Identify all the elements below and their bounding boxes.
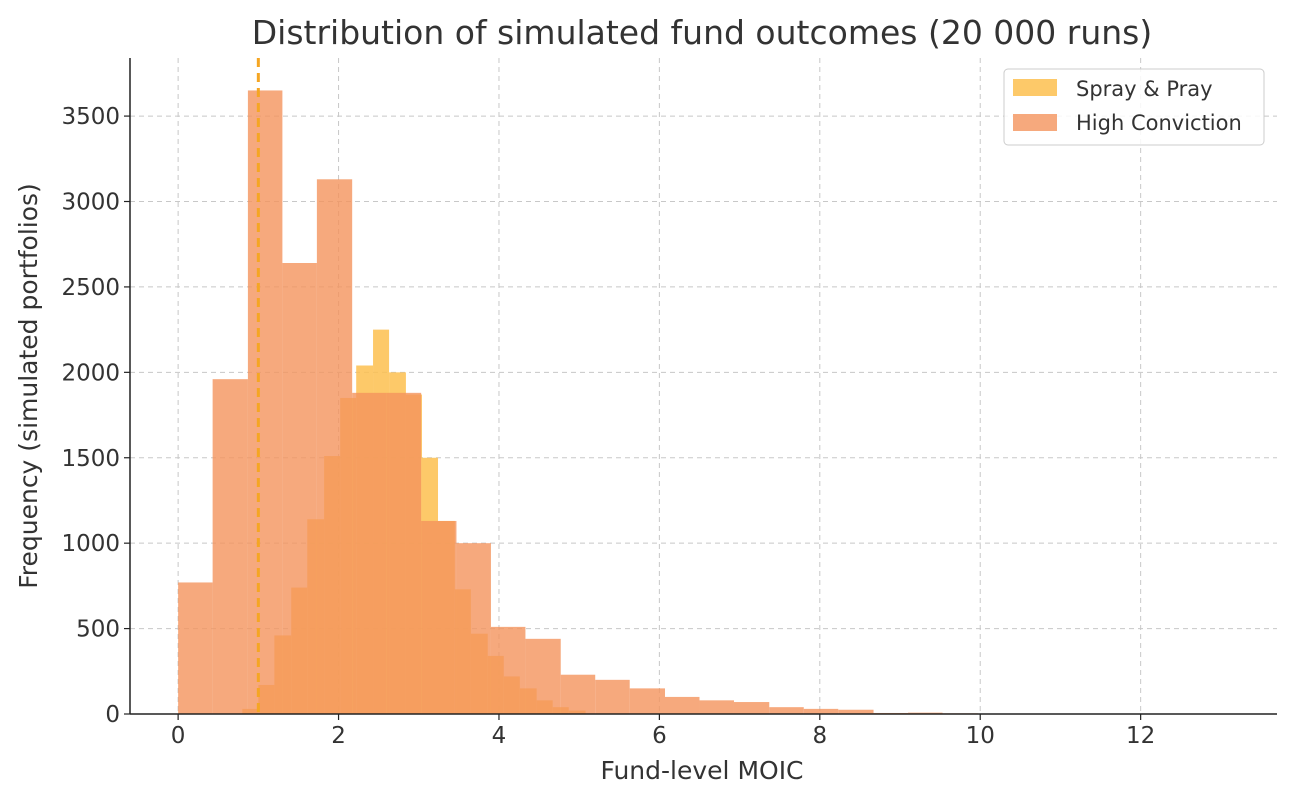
x-tick-label: 12 (1126, 723, 1155, 749)
histogram-bar (282, 263, 317, 714)
histogram-bar (664, 696, 700, 714)
y-tick-label: 1500 (61, 446, 120, 472)
histogram-bar (595, 679, 630, 714)
legend-swatch-spray-and-pray (1013, 79, 1057, 96)
legend-box (1003, 68, 1265, 146)
y-tick-label: 3500 (61, 104, 120, 130)
x-tick-label: 2 (331, 723, 346, 749)
y-tick-label: 2000 (61, 360, 120, 386)
histogram-bars (178, 90, 978, 715)
legend-swatch-high-conviction (1013, 114, 1057, 131)
histogram-bar (247, 90, 283, 715)
histogram-bar (838, 709, 874, 714)
histogram-bar (456, 543, 491, 714)
histogram-bar (316, 179, 353, 714)
y-tick-label: 0 (105, 702, 120, 728)
histogram-bar (490, 626, 526, 714)
histogram-bar (525, 638, 561, 714)
histogram-bar (421, 520, 457, 714)
x-axis-label: Fund-level MOIC (600, 756, 803, 785)
tick-labels: 0 2 4 6 8 10 12 0 500 1000 1500 2000 2500 3000 3500 (61, 104, 1155, 749)
histogram-bar (769, 707, 804, 714)
histogram-bar (352, 392, 387, 714)
histogram-bar (629, 688, 665, 714)
y-tick-label: 1000 (61, 531, 120, 557)
histogram-bar (560, 674, 596, 714)
histogram-bar (699, 700, 734, 714)
y-tick-label: 3000 (61, 190, 120, 216)
chart-title: Distribution of simulated fund outcomes … (252, 13, 1153, 52)
histogram-bar (212, 379, 248, 714)
x-tick-label: 10 (966, 723, 995, 749)
histogram-bar (386, 392, 422, 714)
x-tick-label: 6 (652, 723, 667, 749)
histogram-bar (733, 702, 770, 714)
x-tick-label: 4 (492, 723, 507, 749)
y-axis-label: Frequency (simulated portfolios) (14, 183, 43, 589)
x-tick-label: 8 (812, 723, 827, 749)
histogram-bar (803, 708, 839, 714)
legend-label-spray-and-pray: Spray & Pray (1076, 77, 1213, 101)
series-1 (178, 90, 978, 715)
x-tick-label: 0 (171, 723, 186, 749)
histogram-bar (178, 582, 213, 714)
legend-label-high-conviction: High Conviction (1076, 111, 1242, 135)
axes (129, 58, 1277, 715)
y-tick-label: 500 (76, 617, 120, 643)
legend: Spray & Pray High Conviction (1003, 68, 1265, 146)
y-tick-label: 2500 (61, 275, 120, 301)
